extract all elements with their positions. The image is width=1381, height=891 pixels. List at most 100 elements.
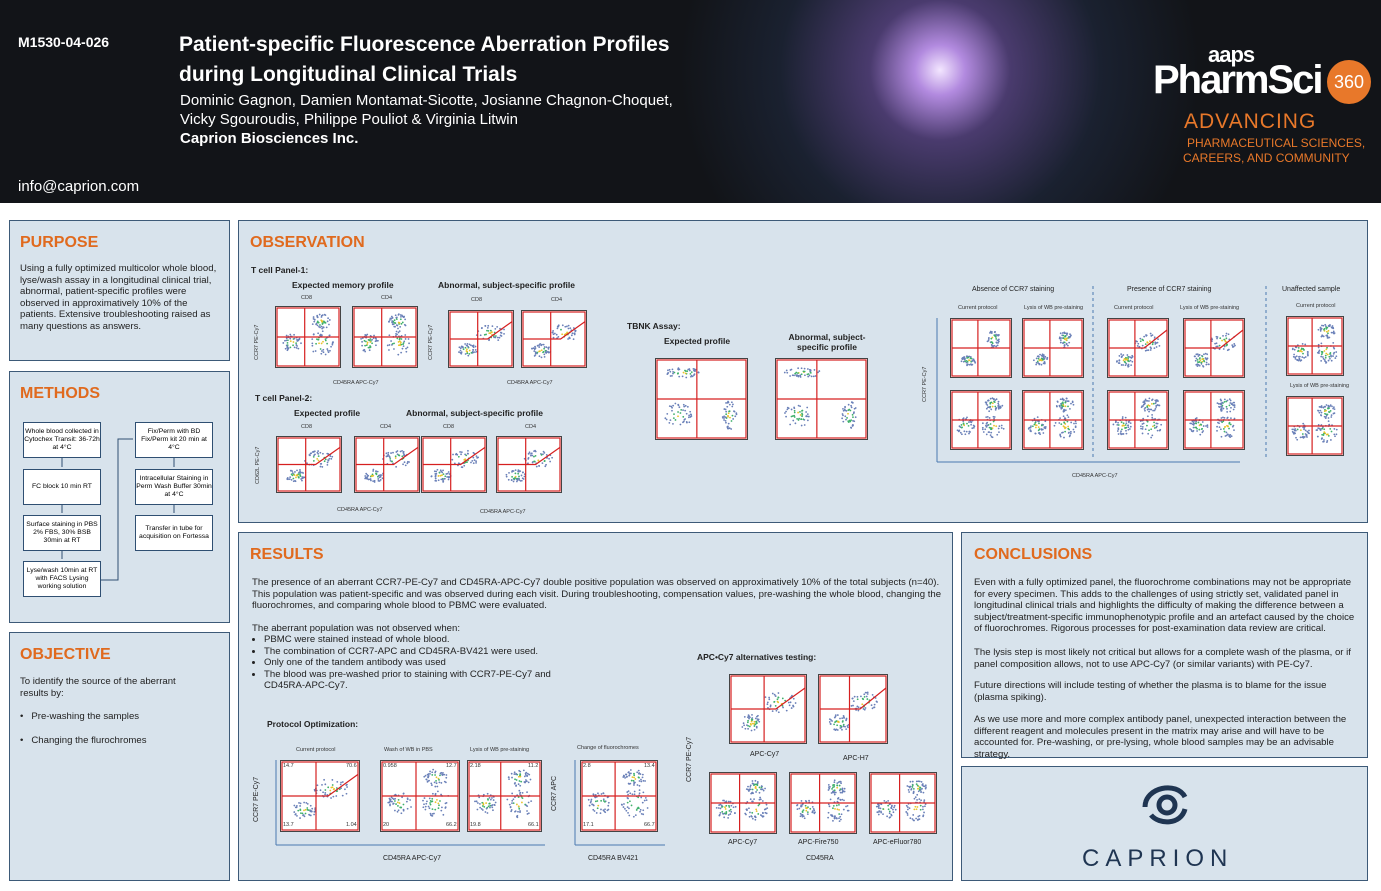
event-dot bbox=[440, 782, 443, 784]
event-dot bbox=[395, 332, 397, 335]
event-dot bbox=[729, 813, 732, 815]
event-dot bbox=[1319, 327, 1322, 329]
event-dot bbox=[405, 800, 408, 803]
event-dot bbox=[402, 452, 405, 454]
event-dot bbox=[597, 804, 600, 807]
event-dot bbox=[1038, 359, 1041, 362]
event-dot bbox=[491, 797, 493, 799]
event-dot bbox=[801, 413, 804, 416]
text: To identify the source of the aberrant r… bbox=[20, 676, 176, 699]
event-dot bbox=[1061, 337, 1063, 339]
event-dot bbox=[1037, 432, 1040, 434]
label: Absence of CCR7 staining bbox=[972, 286, 1055, 293]
event-dot bbox=[519, 775, 522, 778]
event-dot bbox=[804, 799, 807, 802]
event-dot bbox=[506, 798, 509, 801]
event-dot bbox=[892, 808, 894, 811]
event-dot bbox=[523, 475, 526, 478]
event-dot bbox=[552, 330, 555, 332]
event-dot bbox=[986, 421, 989, 424]
event-dot bbox=[786, 406, 789, 409]
event-dot bbox=[667, 372, 669, 375]
event-dot bbox=[301, 477, 304, 480]
event-dot bbox=[1042, 432, 1045, 434]
event-dot bbox=[1146, 424, 1148, 427]
event-dot bbox=[373, 481, 376, 483]
event-dot bbox=[397, 314, 400, 316]
event-dot bbox=[839, 717, 841, 720]
event-dot bbox=[1060, 404, 1063, 407]
event-dot bbox=[399, 325, 402, 328]
event-dot bbox=[873, 703, 876, 706]
event-dot bbox=[291, 472, 294, 474]
event-dot bbox=[732, 403, 734, 406]
event-dot bbox=[434, 770, 437, 773]
event-dot bbox=[1155, 406, 1158, 408]
event-dot bbox=[755, 808, 758, 811]
event-dot bbox=[438, 471, 441, 474]
event-dot bbox=[1131, 360, 1134, 363]
event-dot bbox=[1137, 342, 1140, 345]
event-dot bbox=[766, 701, 769, 704]
event-dot bbox=[542, 453, 544, 456]
event-dot bbox=[837, 797, 840, 799]
event-dot bbox=[500, 332, 503, 334]
event-dot bbox=[489, 804, 492, 807]
event-dot bbox=[320, 325, 323, 328]
event-dot bbox=[774, 704, 777, 707]
event-dot bbox=[468, 352, 471, 355]
event-dot bbox=[433, 470, 436, 473]
event-dot bbox=[801, 815, 804, 818]
event-dot bbox=[800, 800, 803, 802]
event-dot bbox=[486, 326, 489, 329]
event-dot bbox=[803, 817, 806, 820]
event-dot bbox=[1062, 334, 1065, 337]
event-dot bbox=[402, 809, 405, 812]
event-dot bbox=[394, 455, 397, 458]
event-dot bbox=[960, 433, 963, 436]
event-dot bbox=[426, 773, 429, 776]
event-dot bbox=[316, 324, 319, 327]
event-dot bbox=[814, 375, 817, 377]
event-dot bbox=[627, 812, 629, 814]
event-dot bbox=[518, 769, 521, 772]
event-dot bbox=[1067, 400, 1070, 403]
event-dot bbox=[380, 474, 383, 477]
event-dot bbox=[917, 815, 920, 818]
event-dot bbox=[494, 335, 497, 337]
event-dot bbox=[776, 700, 779, 703]
event-dot bbox=[833, 723, 836, 726]
event-dot bbox=[391, 460, 393, 463]
event-dot bbox=[733, 812, 736, 815]
event-dot bbox=[665, 418, 668, 421]
label: 19.8 bbox=[470, 822, 481, 828]
event-dot bbox=[721, 806, 723, 808]
event-dot bbox=[474, 800, 476, 803]
gate bbox=[790, 773, 856, 833]
event-dot bbox=[488, 339, 490, 342]
event-dot bbox=[1189, 428, 1191, 430]
event-dot bbox=[623, 803, 625, 805]
event-dot bbox=[542, 450, 545, 453]
event-dot bbox=[789, 701, 792, 704]
event-dot bbox=[423, 803, 425, 806]
event-dot bbox=[496, 336, 499, 339]
event-dot bbox=[672, 422, 674, 425]
event-dot bbox=[800, 373, 803, 376]
event-dot bbox=[596, 800, 599, 802]
event-dot bbox=[744, 727, 747, 730]
event-dot bbox=[640, 812, 643, 815]
event-dot bbox=[829, 798, 832, 801]
event-dot bbox=[1325, 334, 1328, 337]
label: CD8 bbox=[301, 295, 313, 301]
event-dot bbox=[536, 351, 539, 354]
event-dot bbox=[1201, 421, 1204, 423]
event-dot bbox=[876, 811, 879, 814]
event-dot bbox=[1325, 433, 1328, 436]
label: CD45RA APC-Cy7 bbox=[507, 380, 553, 386]
event-dot bbox=[1059, 341, 1062, 344]
event-dot bbox=[572, 338, 575, 341]
event-dot bbox=[1320, 405, 1323, 407]
event-dot bbox=[567, 324, 570, 327]
event-dot bbox=[838, 808, 840, 811]
